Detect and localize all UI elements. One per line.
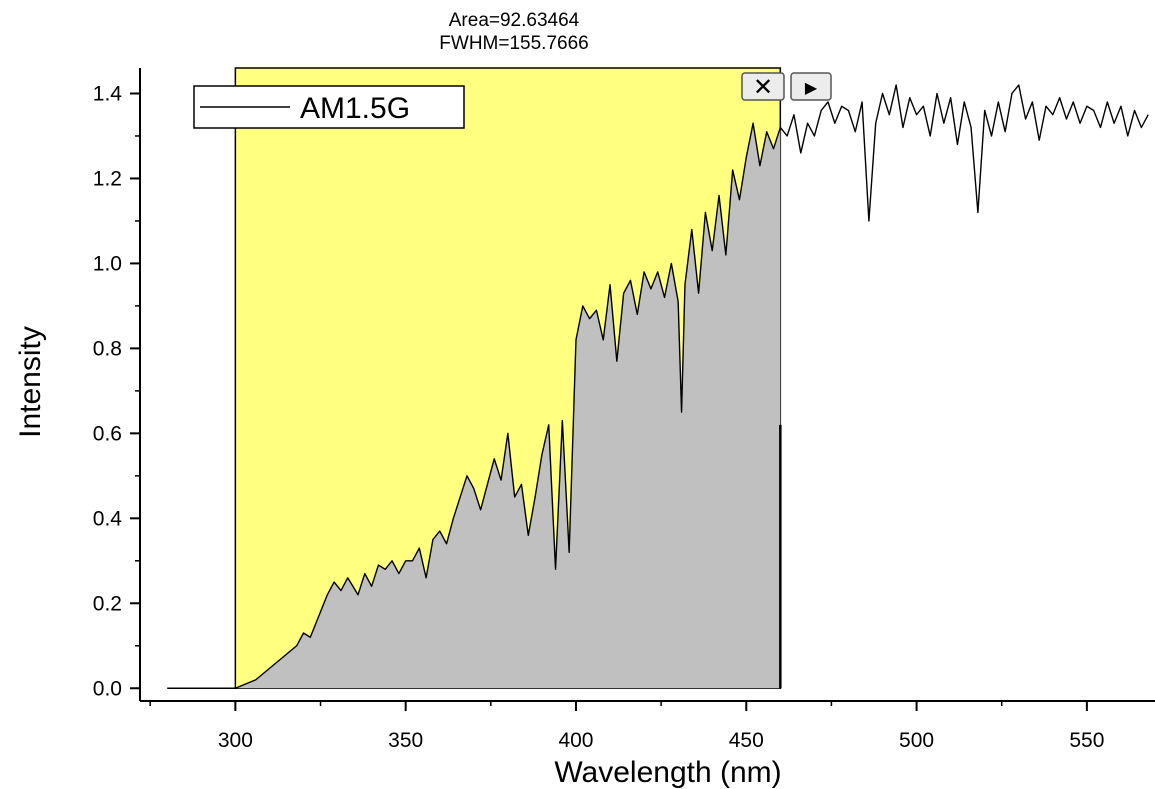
y-tick-label: 0.4 bbox=[93, 507, 123, 530]
y-axis-title: Intensity bbox=[14, 326, 47, 438]
integrated-area-layer bbox=[235, 123, 781, 689]
y-tick-label: 1.0 bbox=[93, 252, 122, 275]
y-tick-label: 1.4 bbox=[93, 82, 123, 105]
x-tick-label: 550 bbox=[1069, 729, 1104, 752]
close-icon: ✕ bbox=[753, 73, 773, 101]
area-annotation: Area=92.63464 bbox=[449, 10, 580, 31]
legend-entry-am15g: AM1.5G bbox=[300, 92, 410, 125]
y-tick-label: 0.2 bbox=[93, 592, 122, 615]
legend: AM1.5G bbox=[193, 85, 465, 129]
y-tick-label: 0.0 bbox=[93, 677, 122, 700]
x-tick-label: 400 bbox=[558, 729, 593, 752]
x-tick-label: 300 bbox=[218, 729, 253, 752]
x-tick-label: 450 bbox=[729, 729, 764, 752]
x-axis-title: Wavelength (nm) bbox=[554, 756, 781, 789]
play-arrow-icon: ▶ bbox=[805, 78, 818, 97]
y-tick-label: 1.2 bbox=[93, 167, 122, 190]
y-tick-label: 0.8 bbox=[93, 337, 122, 360]
series-line-layer bbox=[167, 84, 1149, 689]
expand-button[interactable]: ▶ bbox=[790, 72, 832, 101]
integrated-area bbox=[235, 123, 781, 689]
series-line-am15g bbox=[167, 84, 1149, 689]
fwhm-annotation: FWHM=155.7666 bbox=[439, 33, 588, 54]
x-tick-label: 500 bbox=[899, 729, 934, 752]
axes: 0.0 0.2 0.4 0.6 0.8 1.0 1.2 1.4 300 350 400 450 500 5… bbox=[93, 68, 1155, 752]
y-tick-label: 0.6 bbox=[93, 422, 122, 445]
close-button[interactable]: ✕ bbox=[741, 72, 785, 101]
x-tick-label: 350 bbox=[388, 729, 423, 752]
